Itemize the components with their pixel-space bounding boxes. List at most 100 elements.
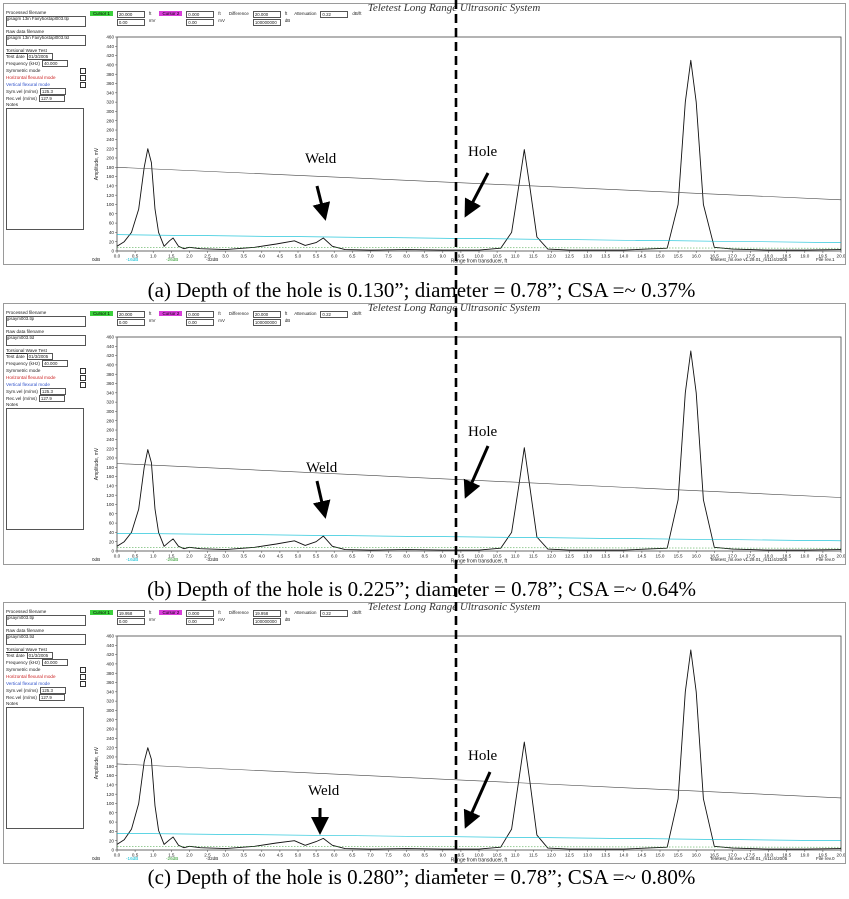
cursor1-ft-field[interactable]: 20.000 <box>116 311 145 318</box>
difference-mv-field[interactable]: 100000000 <box>252 319 281 326</box>
difference-db-unit: dB <box>284 318 291 323</box>
rec-velocity-field[interactable]: 127.9 <box>38 694 65 701</box>
horizontal-flexural-mode-checkbox[interactable] <box>80 673 86 680</box>
cursor1-mv-field[interactable]: 0.00 <box>116 319 145 326</box>
app-title: Teletest Long Range Ultrasonic System <box>367 602 541 613</box>
difference-ft-field[interactable]: 19.958 <box>252 610 281 617</box>
test-date-field[interactable]: 01/3/2005 <box>26 353 53 360</box>
cursor1-ft-field-group: 20.000 0.00 <box>116 311 145 326</box>
symmetric-mode-checkbox[interactable] <box>80 367 86 374</box>
processed-filename-field[interactable]: jpsagm 13in Fairy5ostapl003.tlp <box>6 16 86 27</box>
sym-velocity-field[interactable]: 125.3 <box>39 388 66 395</box>
processed-filename-field[interactable]: jpsaym003.tlp <box>6 615 86 626</box>
cursor2-mv-field[interactable]: 0.00 <box>186 618 215 625</box>
frequency-field[interactable]: 40.000 <box>41 360 68 367</box>
y-tick-label: 320 <box>106 699 114 704</box>
attenuation-label: Attenuation <box>294 11 317 16</box>
vertical-flexural-mode-checkbox[interactable] <box>80 81 86 88</box>
cursor2-mv-field[interactable]: 0.00 <box>186 19 215 26</box>
notes-label: Notes <box>6 701 19 706</box>
cursor2-tag[interactable]: Cursor 2 <box>159 610 183 615</box>
horizontal-flexural-mode-checkbox[interactable] <box>80 374 86 381</box>
difference-ft-field[interactable]: 20.000 <box>252 11 281 18</box>
symmetric-mode-checkbox[interactable] <box>80 67 86 74</box>
x-tick-label: 16.0 <box>692 853 701 858</box>
cursor1-mv-field[interactable]: 0.00 <box>116 19 145 26</box>
cursor2-ft-field[interactable]: 0.000 <box>186 11 215 18</box>
frequency-field[interactable]: 40.000 <box>41 60 68 67</box>
sym-velocity-field[interactable]: 125.3 <box>39 88 66 95</box>
cursor2-ft-field[interactable]: 0.000 <box>186 610 215 617</box>
difference-ft-field[interactable]: 20.000 <box>252 311 281 318</box>
y-tick-label: 60 <box>109 521 115 526</box>
vertical-flexural-mode-checkbox[interactable] <box>80 680 86 687</box>
x-tick-label: 9.5 <box>458 853 465 858</box>
difference-db-unit: dB <box>284 617 291 622</box>
x-tick-label: 4.0 <box>259 853 266 858</box>
cursor1-ft-field[interactable]: 20.000 <box>116 11 145 18</box>
test-date-field[interactable]: 01/3/2005 <box>26 53 53 60</box>
y-tick-label: 320 <box>106 400 114 405</box>
panel-b: Teletest Long Range Ultrasonic System Pro… <box>3 303 846 567</box>
rec-velocity-field[interactable]: 127.9 <box>38 395 65 402</box>
test-date-field[interactable]: 01/3/2005 <box>26 652 53 659</box>
x-tick-label: 15.0 <box>656 554 665 559</box>
processed-filename-field[interactable]: jpsaym003.tlp <box>6 316 86 327</box>
cursor2-ft-field[interactable]: 0.000 <box>186 311 215 318</box>
notes-box[interactable] <box>6 108 84 230</box>
difference-mv-field[interactable]: 100000000 <box>252 618 281 625</box>
sym-velocity-label: Sym.vel (m/ms) <box>6 389 38 394</box>
cursor2-tag[interactable]: Cursor 2 <box>159 11 183 16</box>
sym-velocity-field[interactable]: 125.3 <box>39 687 66 694</box>
cursor1-tag[interactable]: Cursor 1 <box>90 311 113 316</box>
cursor1-mv-field[interactable]: 0.00 <box>116 618 145 625</box>
frequency-row: Frequency (kHz) 40.000 <box>6 360 86 367</box>
vertical-flexural-mode-checkbox[interactable] <box>80 381 86 388</box>
cursor1-tag[interactable]: Cursor 1 <box>90 610 113 615</box>
x-tick-label: 18.5 <box>782 853 791 858</box>
signal-trace <box>116 59 842 251</box>
green-threshold-line <box>116 247 842 249</box>
frequency-row: Frequency (kHz) 40.000 <box>6 659 86 666</box>
horizontal-flexural-mode-checkbox[interactable] <box>80 74 86 81</box>
y-tick-label: 400 <box>106 662 114 667</box>
y-tick-label: 280 <box>106 717 114 722</box>
attenuation-field[interactable]: 0.22 <box>320 311 349 318</box>
y-tick-label: 460 <box>106 335 114 340</box>
cursor2-tag[interactable]: Cursor 2 <box>159 311 183 316</box>
y-tick-label: 100 <box>106 502 114 507</box>
cursor1-ft-field[interactable]: 19.958 <box>116 610 145 617</box>
x-tick-label: 17.5 <box>746 554 755 559</box>
x-tick-label: 6.0 <box>331 254 338 259</box>
signal-trace <box>116 649 842 850</box>
x-tick-label: 7.0 <box>367 554 374 559</box>
attenuation-field[interactable]: 0.22 <box>320 610 349 617</box>
difference-mv-field[interactable]: 100000000 <box>252 19 281 26</box>
cursor1-tag[interactable]: Cursor 1 <box>90 11 113 16</box>
y-tick-label: 360 <box>106 381 114 386</box>
symmetric-mode-checkbox[interactable] <box>80 666 86 673</box>
rec-velocity-row: Rec.vel (m/ms) 127.9 <box>6 395 86 402</box>
cursor2-mv-field[interactable]: 0.00 <box>186 319 215 326</box>
x-tick-label: 20.0 <box>837 254 846 259</box>
y-tick-label: 220 <box>106 146 114 151</box>
x-tick-label: 9.5 <box>458 254 465 259</box>
attenuation-field[interactable]: 0.22 <box>320 11 349 18</box>
frequency-field[interactable]: 40.000 <box>41 659 68 666</box>
x-tick-label: 9.5 <box>458 554 465 559</box>
status-16db: -16dB <box>126 557 139 562</box>
x-tick-label: 1.0 <box>150 554 157 559</box>
raw-filename-field[interactable]: jpsaym003.tld <box>6 335 86 346</box>
plot-frame <box>116 635 842 851</box>
status-32db: -32dB <box>206 557 219 562</box>
rec-velocity-field[interactable]: 127.9 <box>38 95 65 102</box>
panel-a: Teletest Long Range Ultrasonic System Pro… <box>3 3 846 267</box>
raw-filename-field[interactable]: jpsaym003.tld <box>6 634 86 645</box>
x-tick-label: 7.5 <box>385 853 392 858</box>
notes-box[interactable] <box>6 707 84 829</box>
x-tick-label: 4.5 <box>277 554 284 559</box>
notes-box[interactable] <box>6 408 84 530</box>
y-axis-label: Amplitude, mV <box>94 147 100 180</box>
raw-filename-field[interactable]: jpsagm 13in Fairy5ostapl003.tld <box>6 35 86 46</box>
x-tick-label: 1.5 <box>168 853 175 858</box>
